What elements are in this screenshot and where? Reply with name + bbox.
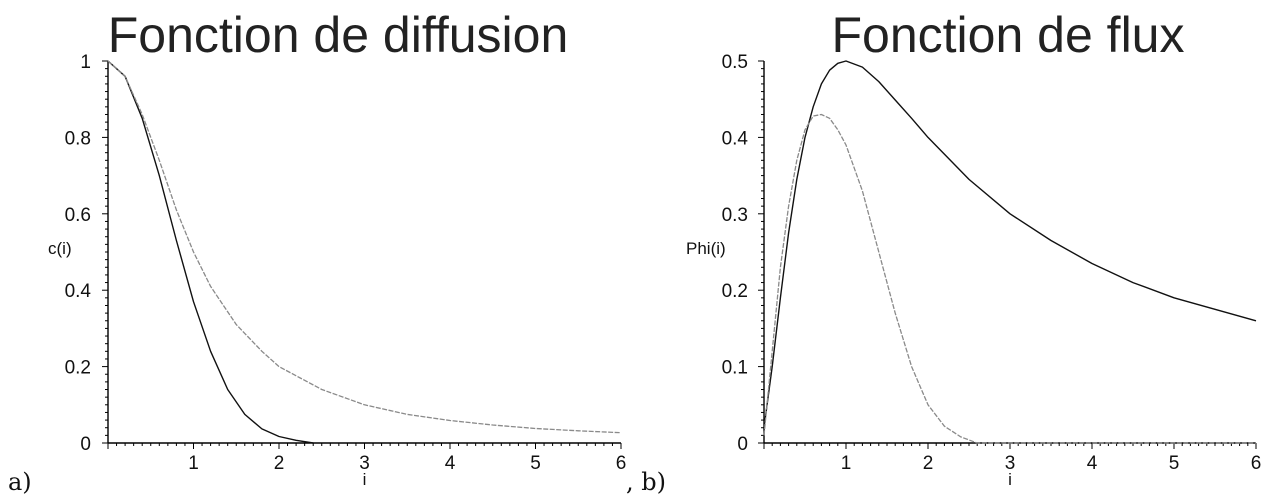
y-tick-label: 0.4 bbox=[722, 128, 749, 149]
x-axis-label: i bbox=[363, 470, 367, 489]
plot-area: 0 0.2 0.4 0.6 0.8 1 1 2 3 4 5 6 i c(i) bbox=[48, 52, 626, 489]
x-tick-label: 5 bbox=[530, 453, 541, 474]
series-line-2 bbox=[763, 113, 1256, 444]
x-tick-label: 4 bbox=[1087, 453, 1098, 474]
x-tick-label: 2 bbox=[923, 453, 934, 474]
y-tick-label: 0 bbox=[737, 434, 748, 455]
panel-label-b: , b) bbox=[626, 468, 666, 496]
x-tick-label: 3 bbox=[359, 453, 370, 474]
y-tick-label: 0.3 bbox=[722, 205, 748, 226]
x-tick-label: 6 bbox=[616, 453, 627, 474]
y-tick-label: 0.5 bbox=[722, 52, 748, 73]
y-tick-label: 0.2 bbox=[722, 281, 748, 302]
x-tick-label: 6 bbox=[1251, 453, 1262, 474]
x-tick-label: 2 bbox=[274, 453, 285, 474]
x-axis-label: i bbox=[1008, 470, 1012, 489]
y-tick-label: 0 bbox=[80, 434, 91, 455]
series-line-1 bbox=[763, 60, 1257, 428]
series-line-2 bbox=[107, 60, 622, 434]
chart-diffusion: Fonction de diffusion 0 0.2 0.4 0.6 0.8 1 1 2 3 4… bbox=[48, 7, 626, 489]
plot-area: 0 0.1 0.2 0.3 0.4 0.5 1 2 3 4 5 6 i Phi(i) bbox=[686, 52, 1261, 489]
x-tick-label: 4 bbox=[445, 453, 456, 474]
chart-flux: Fonction de flux 0 0.1 0.2 0.3 0.4 0.5 1 2 3 4 5 6 i… bbox=[686, 7, 1261, 489]
y-tick-label: 0.2 bbox=[65, 358, 91, 379]
y-tick-label: 0.4 bbox=[65, 281, 92, 302]
chart-title: Fonction de diffusion bbox=[108, 7, 569, 63]
y-axis-label: c(i) bbox=[48, 239, 72, 258]
panel-label-a: a) bbox=[8, 468, 32, 496]
x-tick-label: 1 bbox=[188, 453, 199, 474]
y-tick-label: 1 bbox=[80, 52, 91, 73]
y-tick-label: 0.8 bbox=[65, 128, 91, 149]
x-tick-label: 1 bbox=[841, 453, 852, 474]
series-line-1 bbox=[107, 60, 314, 444]
chart-title: Fonction de flux bbox=[832, 7, 1185, 63]
x-tick-label: 3 bbox=[1005, 453, 1016, 474]
y-tick-label: 0.6 bbox=[65, 205, 91, 226]
y-tick-label: 0.1 bbox=[722, 358, 748, 379]
x-tick-label: 5 bbox=[1169, 453, 1180, 474]
y-axis-label: Phi(i) bbox=[686, 239, 726, 258]
